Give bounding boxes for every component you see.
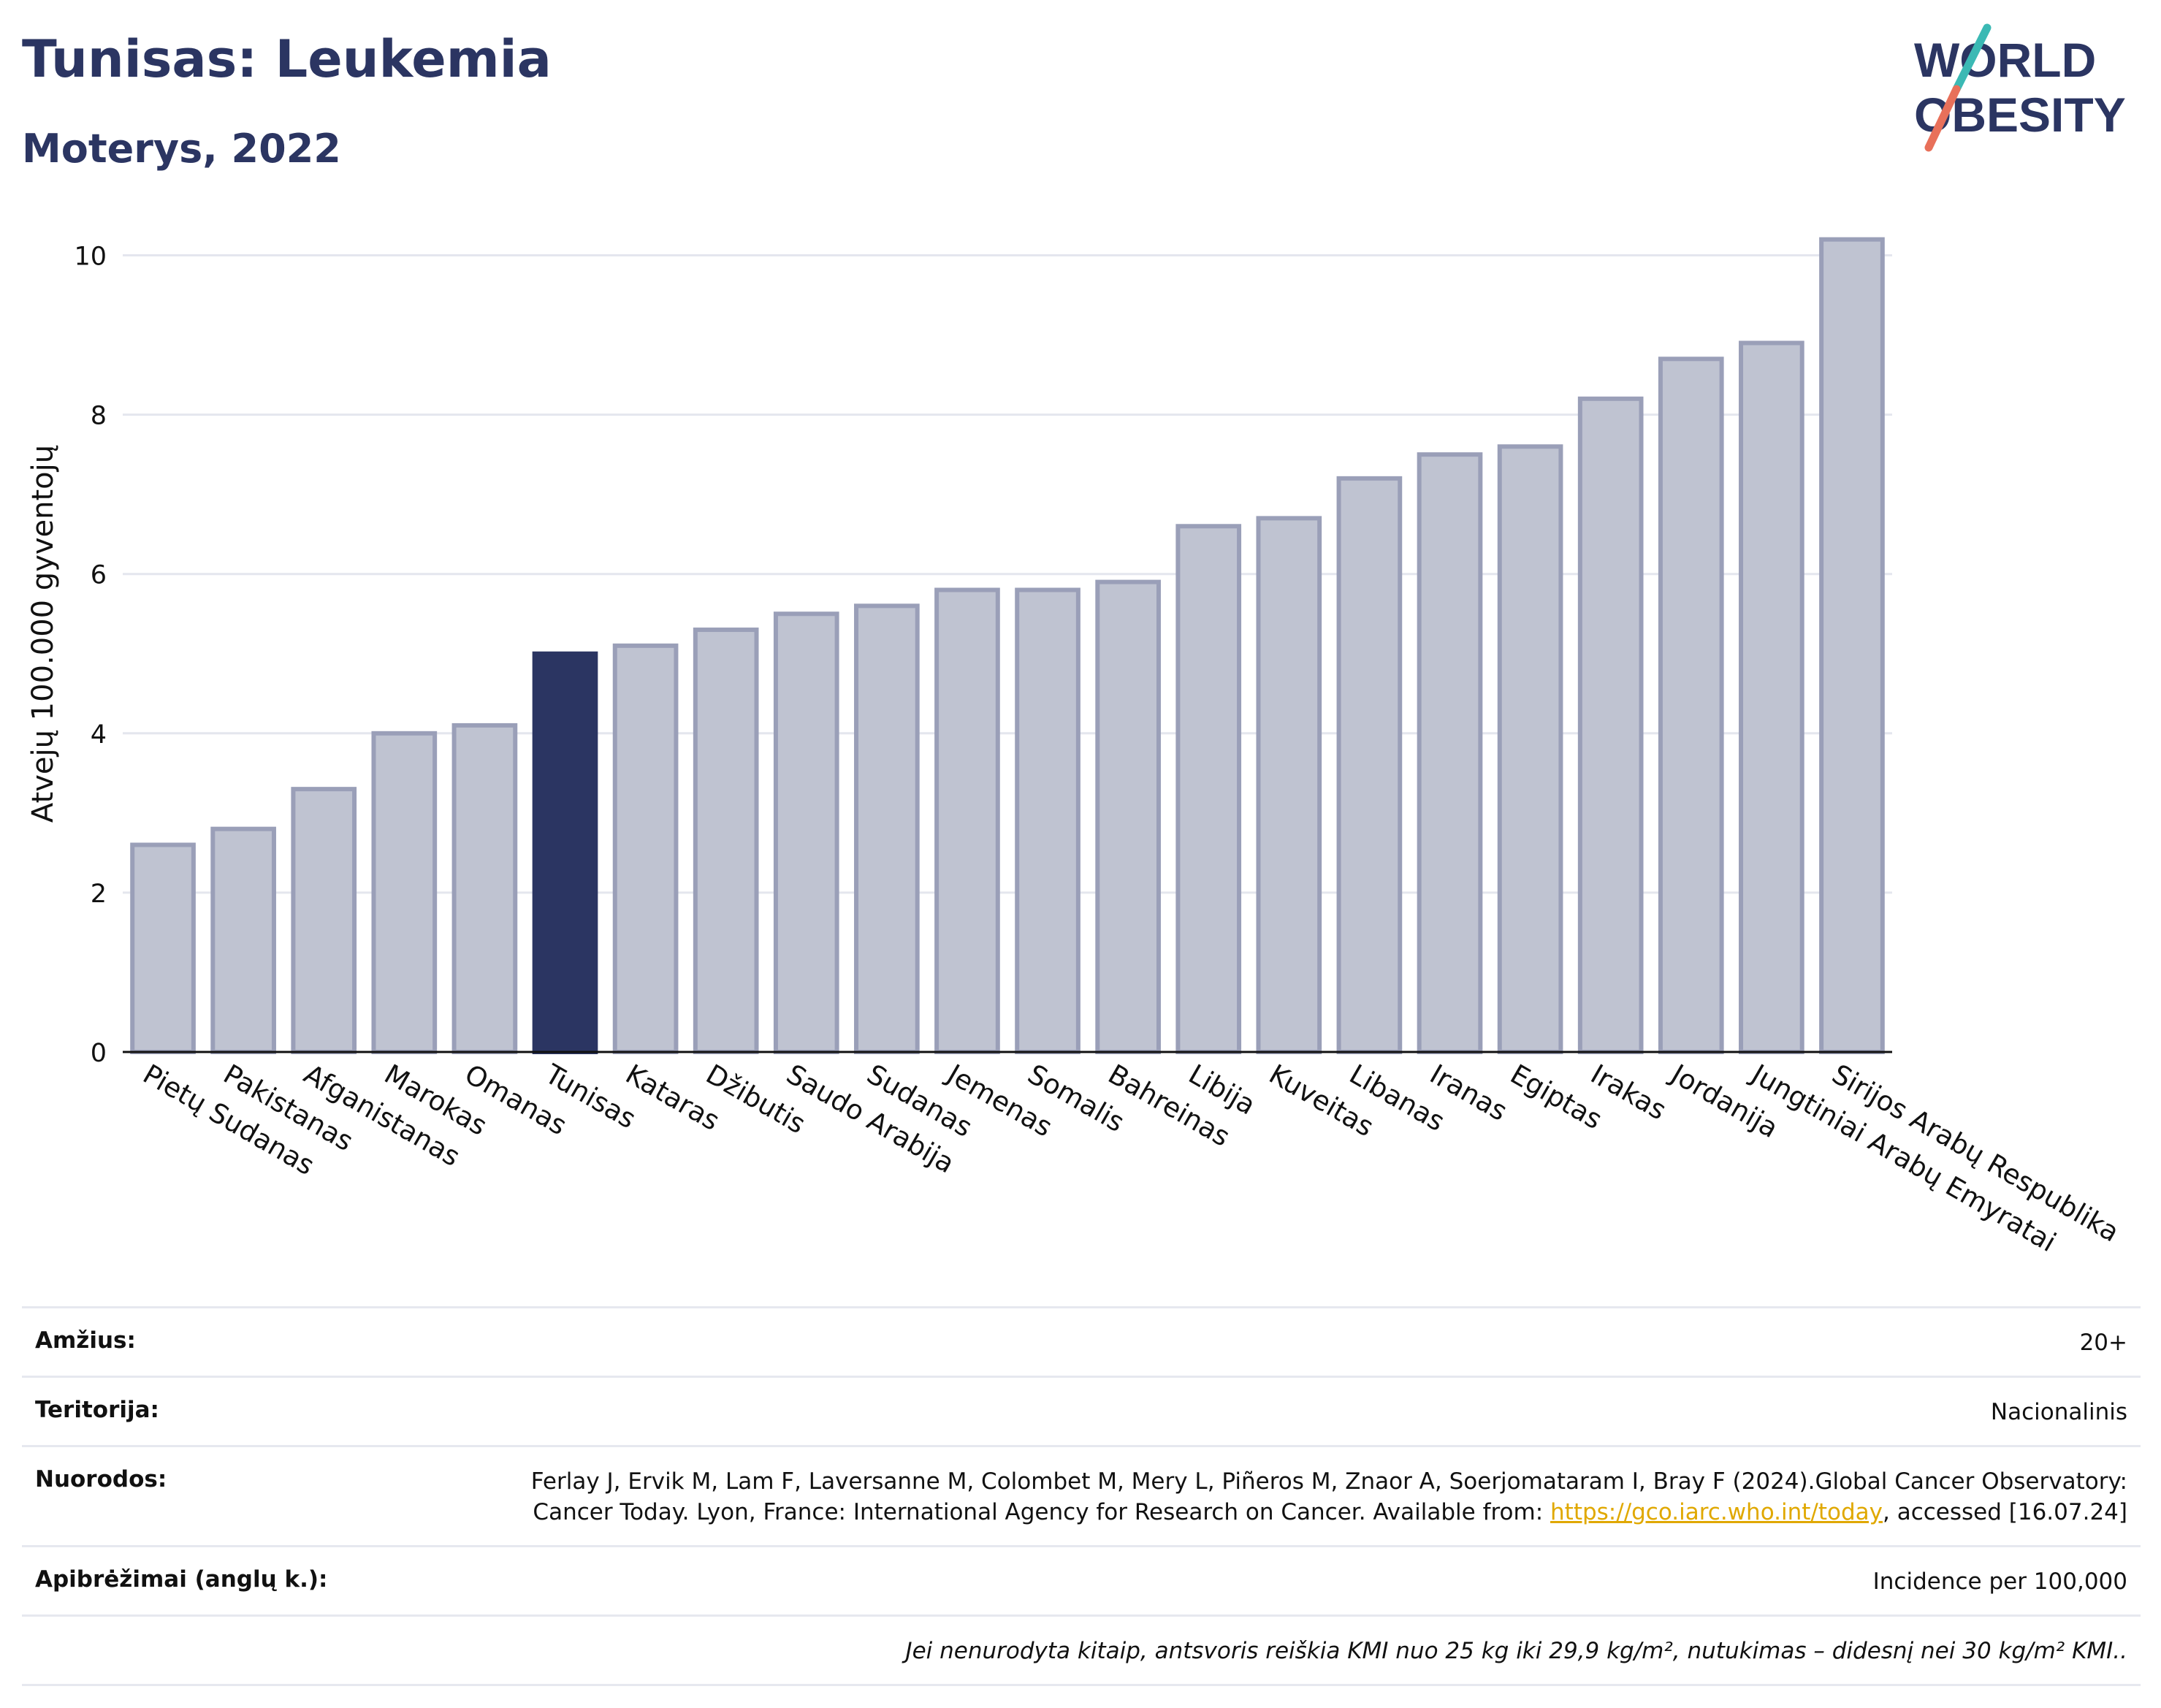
bar [1175, 524, 1242, 1054]
bar [1015, 587, 1080, 1054]
references-accessed: , accessed [16.07.24] [1882, 1499, 2127, 1525]
bar [210, 826, 276, 1054]
logo-teal-slash [1952, 23, 1992, 94]
bar [291, 787, 357, 1054]
bar [1819, 237, 1885, 1055]
bar [451, 723, 518, 1055]
bar [130, 842, 196, 1054]
meta-row-age: Amžius: 20+ [22, 1306, 2141, 1376]
y-axis-label: Atvejų 100.000 gyventojų [26, 445, 60, 823]
bar [1256, 516, 1322, 1054]
age-value: 20+ [2079, 1330, 2127, 1356]
bar [371, 731, 438, 1054]
bar [1658, 357, 1724, 1054]
references-value: Ferlay J, Ervik M, Lam F, Laversanne M, … [447, 1466, 2127, 1528]
meta-row-territory: Teritorija: Nacionalinis [22, 1376, 2141, 1445]
bar [1417, 452, 1483, 1054]
bar [612, 643, 679, 1054]
metadata-table: Amžius: 20+ Teritorija: Nacionalinis Nuo… [22, 1306, 2141, 1686]
bar [1497, 444, 1563, 1054]
page-title: Tunisas: Leukemia [22, 29, 552, 89]
bar-highlighted [532, 651, 598, 1054]
references-text: Ferlay J, Ervik M, Lam F, Laversanne M, … [530, 1468, 2127, 1525]
bar [1739, 340, 1804, 1054]
y-tick-label: 6 [91, 561, 107, 590]
y-tick-label: 8 [91, 402, 107, 431]
bar [693, 628, 759, 1054]
bar [1577, 396, 1644, 1054]
page-subtitle: Moterys, 2022 [22, 126, 341, 172]
y-tick-label: 10 [74, 243, 107, 272]
logo-coral-slash [1924, 85, 1961, 152]
bar [773, 611, 839, 1054]
y-tick-label: 2 [91, 880, 107, 909]
y-tick-label: 4 [91, 720, 107, 750]
bar [934, 587, 1000, 1054]
age-label: Amžius: [35, 1327, 136, 1354]
references-link[interactable]: https://gco.iarc.who.int/today [1550, 1499, 1883, 1525]
y-tick-label: 0 [91, 1039, 107, 1068]
meta-row-references: Nuorodos: Ferlay J, Ervik M, Lam F, Lave… [22, 1445, 2141, 1545]
logo-world-text: WORLD [1914, 33, 2096, 87]
bar [1336, 476, 1403, 1054]
references-label: Nuorodos: [35, 1466, 167, 1492]
meta-row-note: Jei nenurodyta kitaip, antsvoris reiškia… [22, 1614, 2141, 1686]
definitions-label: Apibrėžimai (anglų k.): [35, 1566, 328, 1593]
world-obesity-logo: WORLD OBESITY [1914, 23, 2126, 152]
definitions-value: Incidence per 100,000 [1872, 1568, 2127, 1595]
territory-value: Nacionalinis [1990, 1399, 2127, 1425]
x-tick-label: Egiptas [1505, 1059, 1607, 1136]
bar [1095, 579, 1161, 1054]
definition-note: Jei nenurodyta kitaip, antsvoris reiškia… [905, 1638, 2127, 1664]
meta-row-definitions: Apibrėžimai (anglų k.): Incidence per 10… [22, 1545, 2141, 1614]
territory-label: Teritorija: [35, 1397, 159, 1423]
bar [854, 603, 920, 1054]
